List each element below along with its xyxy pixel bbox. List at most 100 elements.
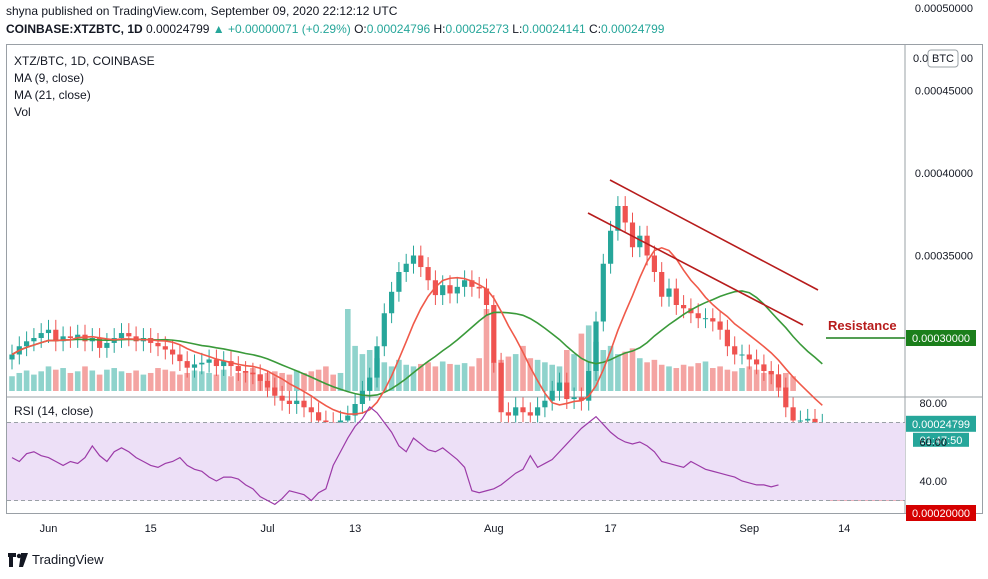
volume-bar (140, 374, 147, 391)
candle-body (337, 420, 344, 424)
volume-bar (717, 366, 723, 391)
x-tick-label: Jun (40, 523, 58, 535)
candle-body (45, 329, 52, 334)
candle-body (637, 235, 643, 248)
volume-bar (688, 366, 694, 391)
volume-bar (469, 366, 475, 391)
candle-body (177, 354, 183, 362)
candle-body (191, 364, 198, 368)
volume-bar (330, 374, 336, 391)
volume-bar (345, 309, 351, 391)
candle-body (520, 407, 526, 413)
candle-body (155, 342, 161, 347)
candle-body (717, 321, 723, 330)
volume-bar (89, 370, 96, 391)
low-value: 0.00024141 (522, 22, 586, 36)
candle-body (301, 400, 307, 408)
symbol-label: COINBASE:XTZBTC, 1D (6, 22, 143, 36)
volume-bar (505, 356, 512, 391)
candle-body (272, 387, 278, 396)
candle-body (732, 346, 738, 355)
volume-bar (111, 368, 117, 391)
candle-body (221, 361, 227, 367)
candle-body (359, 390, 365, 404)
candle-body (542, 400, 548, 408)
candle-body (316, 412, 322, 421)
candle-body (666, 288, 672, 297)
volume-bar (191, 370, 198, 391)
candle-body (381, 313, 387, 347)
candle-body (447, 285, 453, 294)
candle-body (279, 395, 285, 401)
high-label: H: (433, 22, 446, 36)
volume-bar (359, 354, 366, 391)
volume-bar (710, 368, 716, 391)
candle-body (790, 407, 796, 421)
candle-body (374, 346, 380, 378)
volume-bar (702, 361, 709, 391)
price-change: ▲ +0.00000071 (+0.29%) (212, 22, 351, 36)
volume-bar (45, 366, 52, 391)
volume-bar (491, 362, 497, 391)
candle-body (608, 230, 614, 264)
volume-bar (133, 370, 139, 391)
candle-body (367, 377, 373, 391)
close-value: 0.00024799 (601, 22, 665, 36)
price-tick-label: 0.00050000 (915, 3, 973, 15)
candle-body (75, 334, 81, 338)
chart-frame[interactable] (6, 44, 983, 514)
candle-body (761, 364, 767, 371)
candle-body (170, 349, 176, 355)
candle-body (425, 267, 431, 281)
volume-bar (673, 368, 680, 391)
volume-bar (74, 371, 81, 391)
candle-body (345, 415, 351, 421)
footer-brand[interactable]: TradingView (8, 552, 104, 567)
candle-body (724, 329, 730, 347)
tradingview-logo-icon (8, 552, 28, 567)
volume-bar (432, 366, 439, 391)
high-value: 0.00025273 (445, 22, 509, 36)
candle-body (593, 321, 599, 371)
x-tick-label: 17 (604, 523, 616, 535)
candle-body (651, 255, 657, 272)
ohlc-line: COINBASE:XTZBTC, 1D 0.00024799 ▲ +0.0000… (6, 22, 664, 36)
open-label: O: (354, 22, 367, 36)
candle-body (410, 255, 417, 264)
volume-bar (447, 363, 453, 391)
volume-bar (220, 369, 227, 391)
volume-bar (235, 372, 242, 391)
volume-bar (461, 363, 468, 391)
volume-bar (118, 371, 125, 391)
countdown-tag (913, 432, 969, 447)
volume-bar (564, 350, 570, 391)
candle-body (294, 400, 300, 404)
volume-bar (104, 369, 110, 391)
support-price-tag-label: 0.00020000 (912, 508, 970, 520)
candle-body (629, 222, 636, 248)
x-tick-label: 14 (838, 523, 850, 535)
candle-body (527, 412, 533, 416)
candle-body (396, 272, 402, 292)
volume-bar (293, 370, 300, 391)
candle-body (104, 342, 110, 348)
candle-body (454, 286, 460, 294)
volume-bar (381, 362, 388, 391)
candle-body (754, 359, 760, 365)
candle-body (199, 362, 205, 365)
volume-bar (162, 369, 169, 391)
volume-bar (418, 363, 424, 391)
candle-body (403, 263, 409, 272)
open-value: 0.00024796 (366, 22, 431, 36)
candle-body (213, 359, 219, 367)
candle-body (768, 371, 774, 375)
volume-bar (410, 366, 417, 391)
candle-body (235, 366, 241, 371)
volume-bar (279, 372, 285, 391)
candle-body (491, 305, 497, 363)
volume-bar (169, 371, 176, 391)
volume-bar (483, 309, 490, 391)
candle-body (505, 412, 511, 416)
volume-bar (637, 358, 643, 391)
